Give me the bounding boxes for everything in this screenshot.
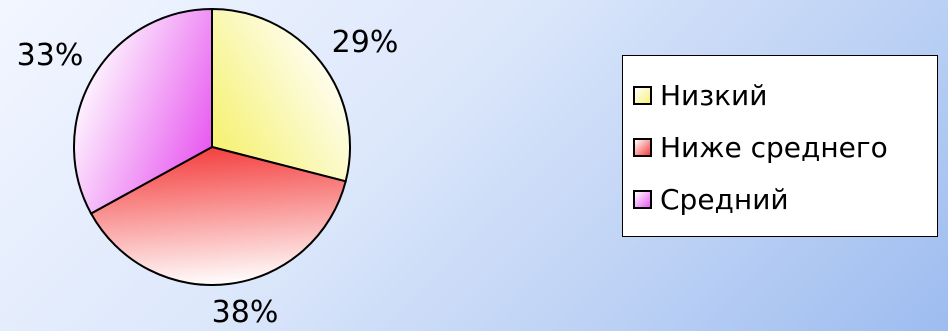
legend-label-1: Низкий [660, 78, 768, 112]
legend-swatch-2 [633, 137, 652, 157]
pie-value-label-1: 29% [332, 25, 399, 60]
pie-slice-3 [73, 7, 213, 215]
pie-slice-1 [211, 7, 351, 183]
legend-swatch-3 [633, 189, 652, 209]
pie-labels: 29% 38% 33% [17, 25, 399, 330]
legend: Низкий Ниже среднего Средний [622, 55, 938, 237]
legend-label-2: Ниже среднего [660, 130, 888, 164]
pie-slices [73, 7, 351, 286]
pie-value-label-2: 38% [212, 295, 279, 330]
legend-item-3: Средний [633, 173, 937, 225]
legend-item-1: Низкий [633, 69, 937, 121]
pie-value-label-3: 33% [17, 38, 84, 73]
legend-label-3: Средний [660, 182, 789, 216]
legend-item-2: Ниже среднего [633, 121, 937, 173]
legend-swatch-1 [633, 85, 652, 105]
pie-slice-2 [89, 145, 347, 286]
